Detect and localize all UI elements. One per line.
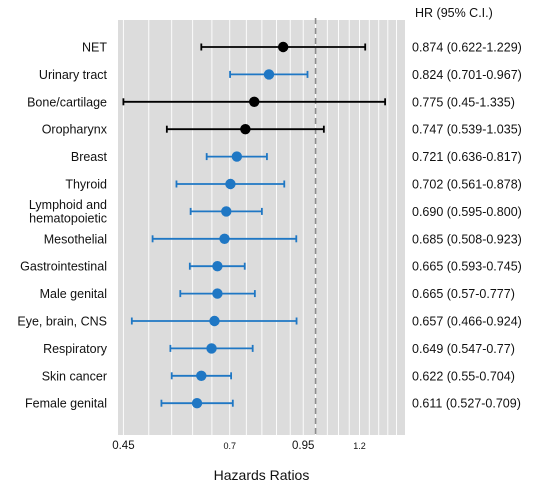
row-label: Oropharynx xyxy=(42,123,108,137)
forest-row: Oropharynx 0.747 (0.539-1.035) xyxy=(42,123,522,137)
forest-row: Thyroid 0.702 (0.561-0.878) xyxy=(65,178,522,192)
forest-row: Lymphoid and hematopoietic 0.690 (0.595-0.… xyxy=(29,198,522,226)
x-tick-label: 0.95 xyxy=(292,440,314,452)
forest-row: Eye, brain, CNS 0.657 (0.466-0.924) xyxy=(17,315,521,329)
hr-ci-text: 0.611 (0.527-0.709) xyxy=(412,397,521,411)
hr-ci-text: 0.824 (0.701-0.967) xyxy=(412,68,522,82)
x-tick-label: 1.2 xyxy=(353,441,366,451)
forest-row: Urinary tract 0.824 (0.701-0.967) xyxy=(39,68,522,82)
row-label-line: hematopoietic xyxy=(29,211,107,225)
forest-row: NET 0.874 (0.622-1.229) xyxy=(82,41,522,55)
x-axis: 0.45 0.7 0.95 1.2 xyxy=(112,440,366,452)
forest-row: Respiratory 0.649 (0.547-0.77) xyxy=(43,342,515,356)
hr-point xyxy=(209,315,220,327)
hr-point xyxy=(231,151,243,162)
hr-ci-text: 0.775 (0.45-1.335) xyxy=(412,95,515,109)
hr-point xyxy=(206,343,217,354)
row-label: Mesothelial xyxy=(44,232,107,246)
hr-point xyxy=(191,398,203,409)
row-label: Lymphoid and hematopoietic xyxy=(29,198,107,226)
hr-ci-text: 0.690 (0.595-0.800) xyxy=(412,205,522,219)
row-label: Skin cancer xyxy=(42,369,107,383)
row-label: Female genital xyxy=(25,397,107,411)
hr-ci-text: 0.721 (0.636-0.817) xyxy=(412,150,522,164)
hr-point xyxy=(240,124,251,135)
row-label: Respiratory xyxy=(43,342,108,356)
row-label-line: Lymphoid and xyxy=(29,198,107,212)
forest-row: Female genital 0.611 (0.527-0.709) xyxy=(25,397,521,411)
hr-ci-text: 0.665 (0.593-0.745) xyxy=(412,260,522,274)
hr-point xyxy=(249,96,260,108)
forest-row: Gastrointestinal 0.665 (0.593-0.745) xyxy=(20,260,522,274)
hr-point xyxy=(277,41,289,53)
row-label: Urinary tract xyxy=(39,68,108,82)
x-tick-label: 0.7 xyxy=(223,441,236,451)
hr-point xyxy=(219,233,230,244)
row-label: Breast xyxy=(71,150,108,164)
hr-point xyxy=(212,261,223,272)
forest-row: Skin cancer 0.622 (0.55-0.704) xyxy=(42,369,515,383)
hr-ci-text: 0.665 (0.57-0.777) xyxy=(412,287,515,301)
hr-ci-text: 0.657 (0.466-0.924) xyxy=(412,315,522,329)
hr-point xyxy=(221,206,232,217)
hr-column-header: HR (95% C.I.) xyxy=(415,6,493,20)
hr-ci-text: 0.622 (0.55-0.704) xyxy=(412,369,515,383)
forest-row: Breast 0.721 (0.636-0.817) xyxy=(71,150,522,164)
forest-row: Mesothelial 0.685 (0.508-0.923) xyxy=(44,232,522,246)
row-label: Gastrointestinal xyxy=(20,260,107,274)
grid-lines xyxy=(122,20,398,435)
x-tick-label: 0.45 xyxy=(112,440,134,452)
row-label: Thyroid xyxy=(65,178,107,192)
row-label: Bone/cartilage xyxy=(27,95,107,109)
hr-point xyxy=(225,178,236,190)
forest-row: Bone/cartilage 0.775 (0.45-1.335) xyxy=(27,95,515,109)
hr-ci-text: 0.874 (0.622-1.229) xyxy=(412,41,522,55)
hr-ci-text: 0.747 (0.539-1.035) xyxy=(412,123,522,137)
hr-point xyxy=(263,69,275,80)
hr-point xyxy=(196,370,207,381)
row-label: NET xyxy=(82,41,107,55)
forest-row: Male genital 0.665 (0.57-0.777) xyxy=(40,287,515,301)
x-axis-title: Hazards Ratios xyxy=(214,467,310,483)
hr-ci-text: 0.649 (0.547-0.77) xyxy=(412,342,515,356)
hr-point xyxy=(212,288,223,299)
row-label: Male genital xyxy=(40,287,107,301)
hr-ci-text: 0.685 (0.508-0.923) xyxy=(412,232,522,246)
forest-rows: NET 0.874 (0.622-1.229) Urinary tract 0.824… xyxy=(17,41,521,411)
hr-ci-text: 0.702 (0.561-0.878) xyxy=(412,178,522,192)
row-label: Eye, brain, CNS xyxy=(17,315,107,329)
